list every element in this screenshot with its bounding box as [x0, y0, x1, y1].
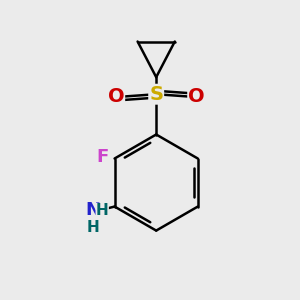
Text: O: O — [108, 87, 124, 106]
Text: N: N — [85, 201, 100, 219]
Text: O: O — [188, 87, 205, 106]
Text: S: S — [149, 85, 163, 104]
Text: H: H — [86, 220, 99, 235]
Text: F: F — [97, 148, 109, 166]
Text: H: H — [96, 203, 109, 218]
